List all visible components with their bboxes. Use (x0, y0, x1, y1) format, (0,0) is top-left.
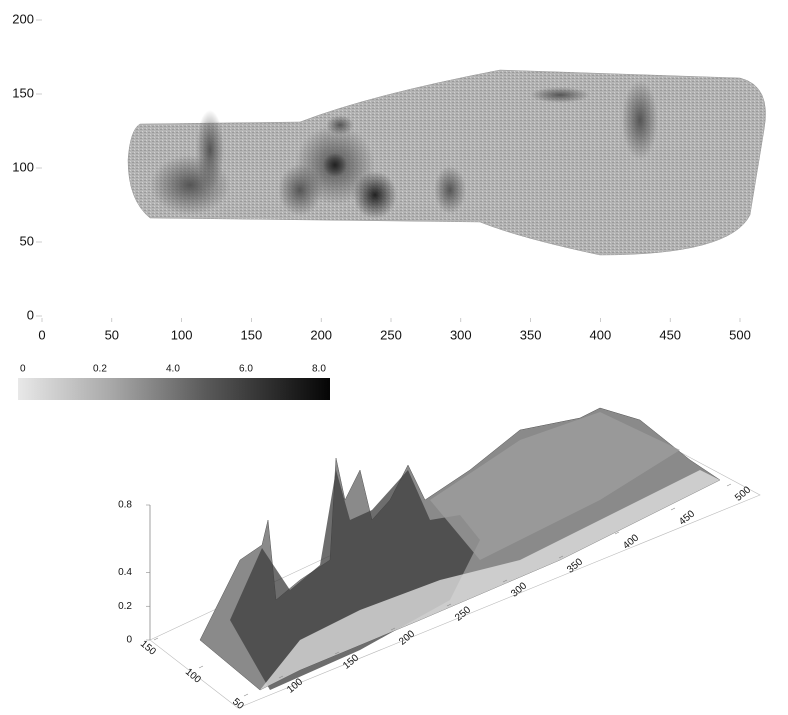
colorbar-label: 0 (20, 364, 26, 375)
x-tick-label: 100 (171, 327, 193, 342)
x-tick-label: 200 (310, 327, 332, 342)
x-tick-label: 250 (380, 327, 402, 342)
z-tick-label: 0.8 (118, 500, 132, 511)
y-tick-label: 100 (12, 159, 34, 174)
x-tick-label: 250 (453, 604, 473, 623)
page: {"heatmap": {"xlim": [0, 500], "ylim": [… (0, 0, 788, 715)
x-tick-label: 500 (729, 327, 751, 342)
y-tick-label: 150 (12, 85, 34, 100)
x-tick-label: 450 (677, 508, 697, 527)
x-tick-label: 500 (733, 484, 753, 503)
x-tick (671, 508, 675, 510)
x-tick-label: 300 (450, 327, 472, 342)
colorbar-label: 6.0 (239, 364, 253, 375)
y-tick-label: 150 (138, 639, 158, 658)
x-tick-label: 0 (38, 327, 45, 342)
y-tick-label: 50 (20, 233, 34, 248)
x-tick-label: 150 (241, 327, 263, 342)
y-tick-label: 200 (12, 11, 34, 26)
z-tick-label: 0.4 (118, 567, 132, 578)
z-tick-label: 0 (126, 635, 132, 646)
heatmap-image (128, 70, 766, 255)
y-tick-label: 0 (27, 307, 34, 322)
x-tick-label: 350 (565, 556, 585, 575)
y-tick (244, 694, 248, 696)
x-tick-label: 450 (659, 327, 681, 342)
surface-plot (150, 408, 760, 708)
x-tick-label: 50 (105, 327, 119, 342)
colorbar-label: 8.0 (312, 364, 326, 375)
x-tick-label: 200 (397, 628, 417, 647)
figure: 0501001502002503003504004505000501001502… (0, 0, 788, 715)
colorbar-label: 0.2 (93, 364, 107, 375)
x-tick (727, 484, 731, 486)
x-tick-label: 400 (621, 532, 641, 551)
x-tick-label: 350 (520, 327, 542, 342)
colorbar (18, 378, 330, 400)
y-tick (154, 638, 158, 640)
y-tick-label: 50 (230, 696, 246, 712)
x-tick-label: 400 (590, 327, 612, 342)
y-tick (199, 666, 203, 668)
colorbar-label: 4.0 (166, 364, 180, 375)
z-tick-label: 0.2 (118, 601, 132, 612)
y-tick-label: 100 (183, 667, 203, 686)
x-tick-label: 300 (509, 580, 529, 599)
